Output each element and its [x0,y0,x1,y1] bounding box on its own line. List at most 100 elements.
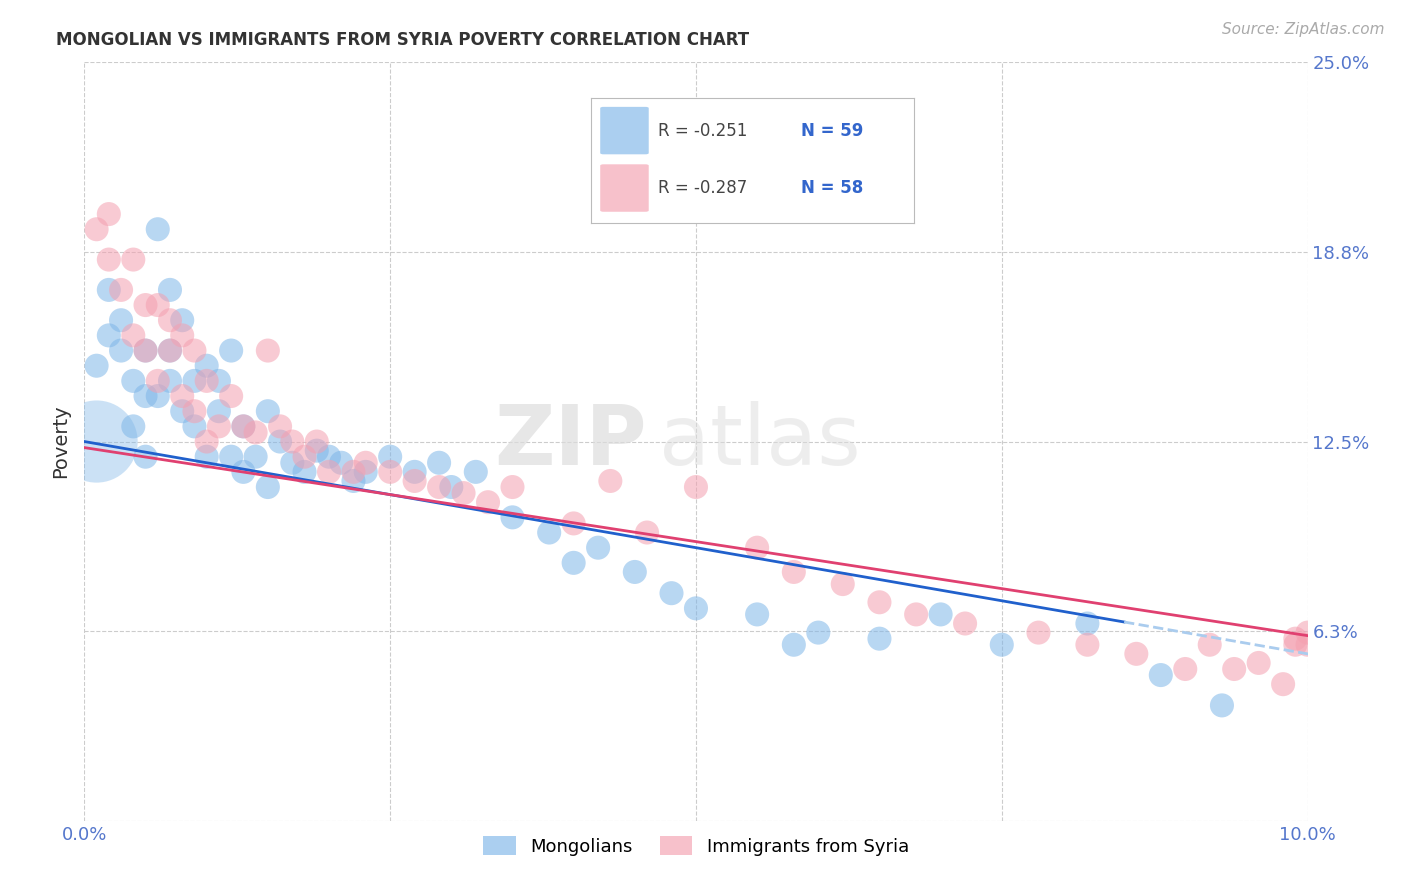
Point [294,465,316,479]
Point [1198,638,1220,652]
Point [747,607,769,622]
Point [354,465,377,479]
Point [97,283,120,297]
Point [110,313,132,327]
Point [305,434,328,449]
Point [427,456,450,470]
Point [232,419,254,434]
Point [1296,638,1319,652]
Point [502,510,524,524]
Text: N = 59: N = 59 [801,121,863,139]
Text: N = 58: N = 58 [801,179,863,197]
Point [232,419,254,434]
Point [599,474,621,488]
Point [257,343,280,358]
Point [905,607,928,622]
Point [97,252,120,267]
Point [318,450,340,464]
Point [1296,625,1319,640]
Point [195,450,218,464]
Point [991,638,1014,652]
Point [146,374,169,388]
Point [195,359,218,373]
Point [86,222,108,236]
Point [232,465,254,479]
Point [807,625,830,640]
Point [86,359,108,373]
Point [257,480,280,494]
Text: Source: ZipAtlas.com: Source: ZipAtlas.com [1222,22,1385,37]
Point [305,443,328,458]
Point [135,298,157,312]
Point [146,298,169,312]
Point [1223,662,1246,676]
Point [86,434,108,449]
Point [624,565,647,579]
Point [183,374,205,388]
Point [636,525,658,540]
Point [538,525,561,540]
Point [783,638,806,652]
Point [783,565,806,579]
Point [110,343,132,358]
Y-axis label: Poverty: Poverty [52,405,70,478]
Point [172,328,194,343]
Point [110,283,132,297]
Point [1284,632,1306,646]
Legend: Mongolians, Immigrants from Syria: Mongolians, Immigrants from Syria [474,827,918,864]
Point [318,465,340,479]
Point [135,389,157,403]
Point [208,374,231,388]
Point [245,425,267,440]
Point [183,404,205,418]
Point [172,389,194,403]
Point [1284,638,1306,652]
Point [122,419,145,434]
Point [195,374,218,388]
Point [135,343,157,358]
Point [183,343,205,358]
Point [1076,616,1098,631]
Point [380,450,402,464]
Point [1272,677,1295,691]
Point [330,456,353,470]
Point [195,434,218,449]
Point [122,252,145,267]
Point [685,480,707,494]
FancyBboxPatch shape [600,164,648,211]
Point [245,450,267,464]
Point [404,465,426,479]
Point [342,474,364,488]
Point [1076,638,1098,652]
Point [183,419,205,434]
Point [159,343,181,358]
Point [159,283,181,297]
Text: atlas: atlas [659,401,860,482]
Point [208,404,231,418]
Point [257,404,280,418]
Point [1125,647,1147,661]
Point [146,389,169,403]
Point [1028,625,1050,640]
Point [159,313,181,327]
Point [1174,662,1197,676]
Point [502,480,524,494]
Point [747,541,769,555]
FancyBboxPatch shape [600,107,648,154]
Point [929,607,952,622]
Point [122,328,145,343]
Point [953,616,976,631]
Point [219,450,242,464]
Point [208,419,231,434]
Point [380,465,402,479]
Point [427,480,450,494]
Point [135,343,157,358]
Point [562,556,585,570]
Point [1247,656,1270,670]
Point [97,207,120,221]
Point [342,465,364,479]
Point [172,404,194,418]
Point [586,541,609,555]
Point [464,465,486,479]
Point [135,450,157,464]
